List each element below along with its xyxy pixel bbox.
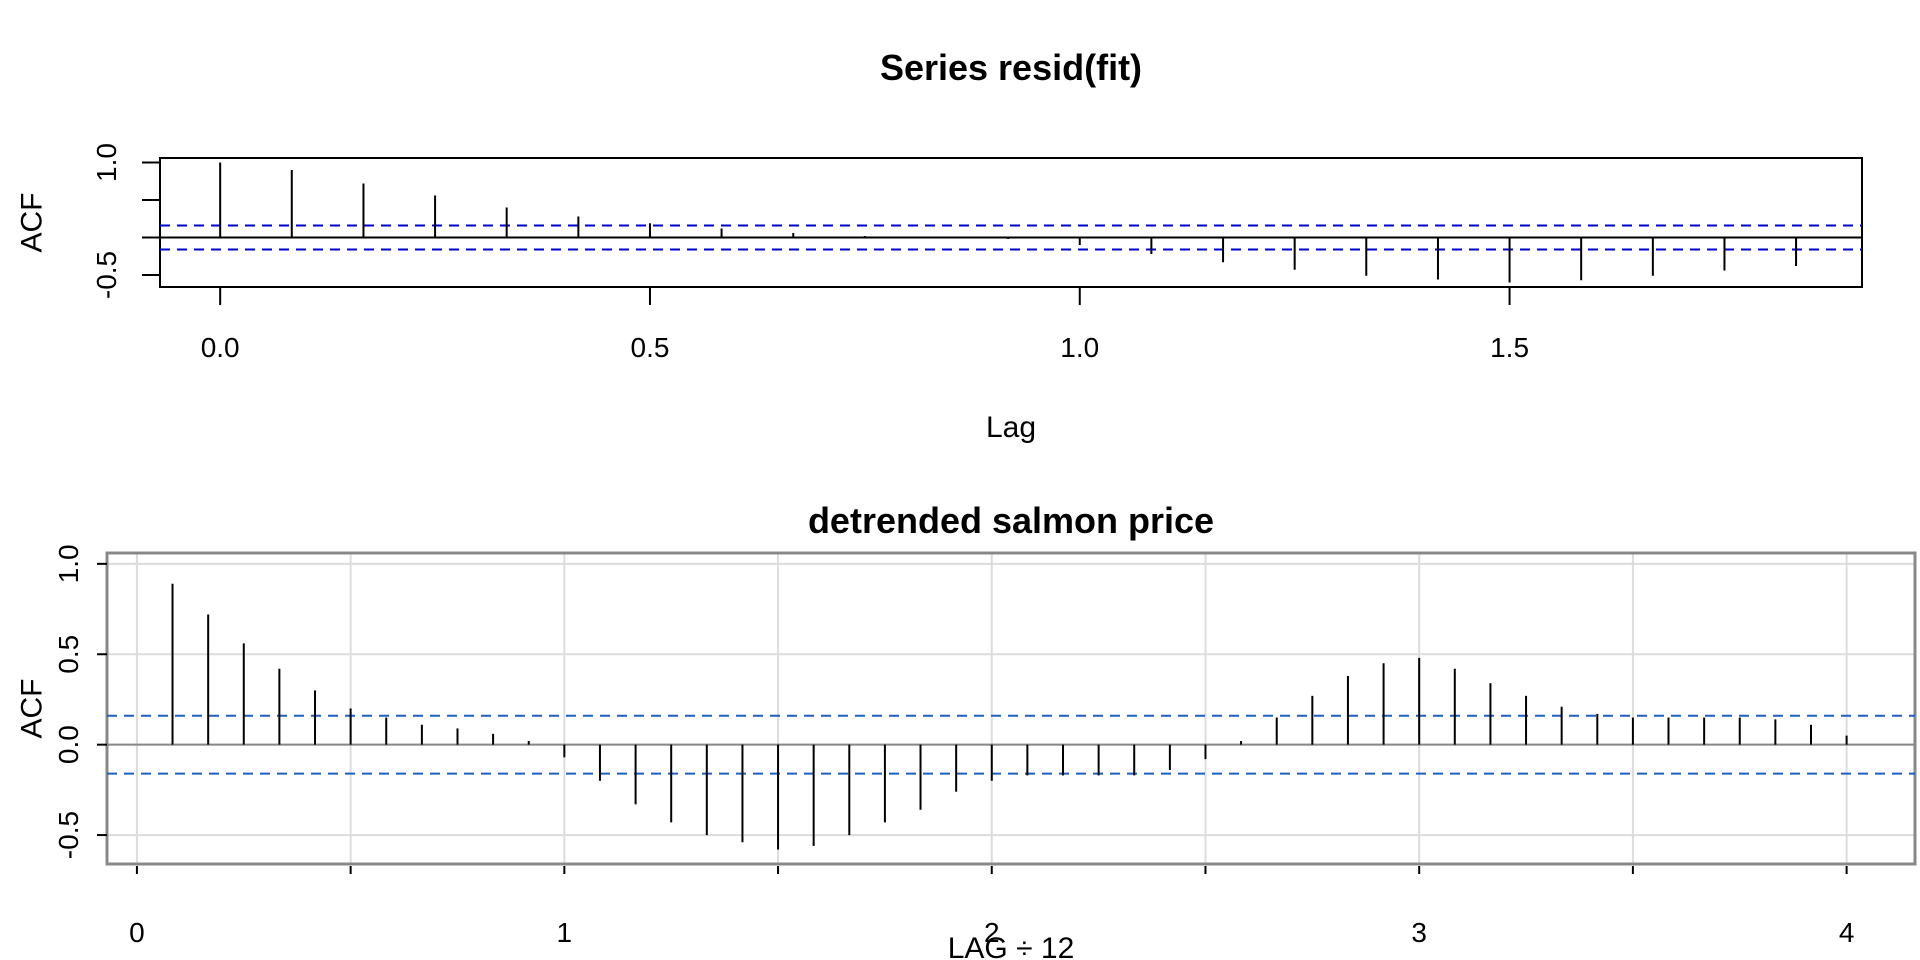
chart-title: Series resid(fit) xyxy=(880,47,1142,88)
acf-spikes xyxy=(219,162,1798,283)
x-tick-label: 1.0 xyxy=(1060,332,1099,363)
x-axis-label: Lag xyxy=(986,411,1036,444)
acf-spikes xyxy=(171,583,1848,850)
y-axis: -0.5 1.0 xyxy=(91,143,160,299)
x-tick-label: 2 xyxy=(984,917,1000,948)
grid-lines xyxy=(107,553,1915,864)
plot-frame xyxy=(159,157,1863,288)
acf-panel-resid-fit: 0.0 0.5 1.0 1.5 -0.5 1.0 Series resid(fit) L… xyxy=(16,47,1863,444)
x-axis: 0 1 2 3 4 xyxy=(129,866,1854,948)
x-tick-label: 3 xyxy=(1411,917,1427,948)
chart-title: detrended salmon price xyxy=(808,500,1214,541)
plot-frame xyxy=(105,551,1917,866)
x-axis-label: LAG ÷ 12 xyxy=(948,932,1075,960)
x-tick-label: 1 xyxy=(557,917,573,948)
x-tick-label: 0.0 xyxy=(201,332,240,363)
y-tick-label: 0.0 xyxy=(53,725,84,764)
y-axis-label: ACF xyxy=(16,193,49,253)
y-tick-label: -0.5 xyxy=(53,811,84,859)
x-axis: 0.0 0.5 1.0 1.5 xyxy=(201,287,1529,363)
x-tick-label: 0.5 xyxy=(631,332,670,363)
acf-panel-detrended-salmon-price: 0 1 2 3 4 -0.5 0.0 0.5 1.0 detrended salmon pri… xyxy=(16,500,1917,960)
x-tick-label: 4 xyxy=(1839,917,1855,948)
y-tick-label: 0.5 xyxy=(53,635,84,674)
y-tick-label: 1.0 xyxy=(53,544,84,583)
x-tick-label: 0 xyxy=(129,917,145,948)
x-tick-label: 1.5 xyxy=(1490,332,1529,363)
y-axis: -0.5 0.0 0.5 1.0 xyxy=(53,544,107,859)
y-axis-label: ACF xyxy=(16,679,49,739)
y-tick-label: -0.5 xyxy=(91,251,122,299)
y-tick-label: 1.0 xyxy=(91,143,122,182)
